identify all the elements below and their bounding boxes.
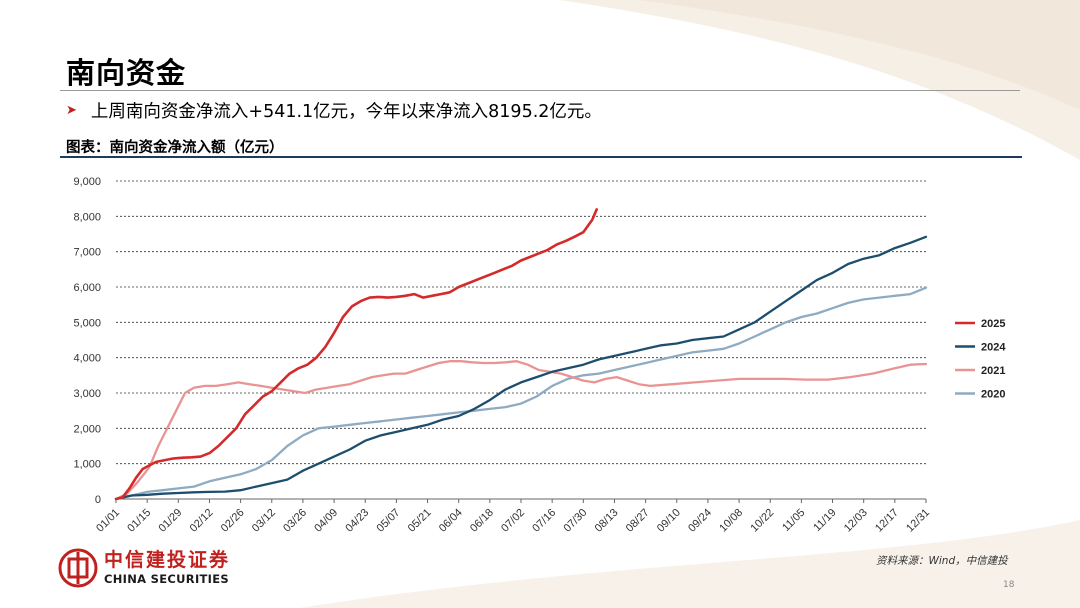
x-tick-label: 12/31 xyxy=(904,507,932,535)
x-tick-label: 11/19 xyxy=(811,507,838,534)
x-tick-label: 09/24 xyxy=(686,507,714,535)
triangle-bullet-icon: ➤ xyxy=(66,103,77,118)
x-tick-label: 02/12 xyxy=(188,507,216,535)
x-tick-label: 10/22 xyxy=(748,507,776,535)
y-tick-label: 2,000 xyxy=(73,423,101,435)
x-tick-label: 01/01 xyxy=(94,507,122,535)
legend-label-2025: 2025 xyxy=(981,318,1005,330)
summary-text: 上周南向资金净流入+541.1亿元，今年以来净流入8195.2亿元。 xyxy=(90,102,602,122)
x-tick-label: 07/02 xyxy=(499,507,527,535)
x-tick-label: 06/18 xyxy=(468,507,496,535)
series-line-2024 xyxy=(114,235,928,501)
x-tick-label: 04/09 xyxy=(312,507,340,535)
logo-english-name: CHINA SECURITIES xyxy=(104,571,229,586)
source-note: 资料来源：Wind，中信建投 xyxy=(876,555,1008,567)
legend-label-2021: 2021 xyxy=(981,365,1005,377)
legend-label-2020: 2020 xyxy=(981,389,1005,401)
x-tick-label: 04/23 xyxy=(343,507,371,535)
x-tick-label: 12/17 xyxy=(873,507,901,535)
x-tick-label: 05/21 xyxy=(406,507,434,535)
y-tick-label: 1,000 xyxy=(73,459,101,471)
series-line-2025 xyxy=(114,208,598,501)
x-tick-label: 07/30 xyxy=(561,507,589,535)
summary-bullet: ➤ 上周南向资金净流入+541.1亿元，今年以来净流入8195.2亿元。 xyxy=(66,98,602,123)
y-tick-label: 8,000 xyxy=(73,211,101,223)
x-tick-label: 05/07 xyxy=(375,507,403,535)
axis-layer: 0 1,000 2,000 3,000 4,000 5,000 6,000 7,000 8,00… xyxy=(73,176,932,535)
y-tick-label: 5,000 xyxy=(73,317,101,329)
x-tick-label: 01/29 xyxy=(156,507,184,535)
citic-logo-icon xyxy=(58,548,98,588)
x-tick-label: 03/12 xyxy=(250,507,278,535)
legend: 2025 2024 2021 2020 xyxy=(955,318,1006,401)
x-tick-label: 11/05 xyxy=(780,507,807,534)
chart-caption: 图表：南向资金净流入额（亿元） xyxy=(66,139,284,156)
y-tick-label: 4,000 xyxy=(73,353,101,365)
page-number: 18 xyxy=(1003,580,1015,590)
series-line-2020 xyxy=(114,286,928,501)
x-tick-label: 06/04 xyxy=(437,507,465,535)
series-layer xyxy=(114,208,928,501)
x-tick-label: 03/26 xyxy=(281,507,309,535)
x-tick-label: 10/08 xyxy=(717,507,745,535)
y-tick-label: 0 xyxy=(95,494,101,506)
series-line-2021 xyxy=(114,360,928,501)
x-tick-label: 02/26 xyxy=(219,507,247,535)
x-tick-label: 12/03 xyxy=(842,507,870,535)
x-tick-label: 01/15 xyxy=(125,507,153,535)
logo-chinese-name: 中信建投证券 xyxy=(104,548,231,571)
y-tick-label: 6,000 xyxy=(73,282,101,294)
title-divider xyxy=(60,90,1020,91)
caption-divider xyxy=(60,156,1022,158)
x-tick-label: 09/10 xyxy=(655,507,683,535)
y-tick-label: 3,000 xyxy=(73,388,101,400)
x-tick-label: 07/16 xyxy=(530,507,558,535)
y-tick-label: 9,000 xyxy=(73,176,101,188)
grid-layer xyxy=(116,180,926,465)
x-tick-label: 08/13 xyxy=(593,507,621,535)
y-tick-label: 7,000 xyxy=(73,247,101,259)
legend-label-2024: 2024 xyxy=(981,342,1006,354)
company-logo: 中信建投证券 CHINA SECURITIES xyxy=(58,548,230,588)
x-tick-label: 08/27 xyxy=(624,507,652,535)
page-title: 南向资金 xyxy=(66,56,187,90)
